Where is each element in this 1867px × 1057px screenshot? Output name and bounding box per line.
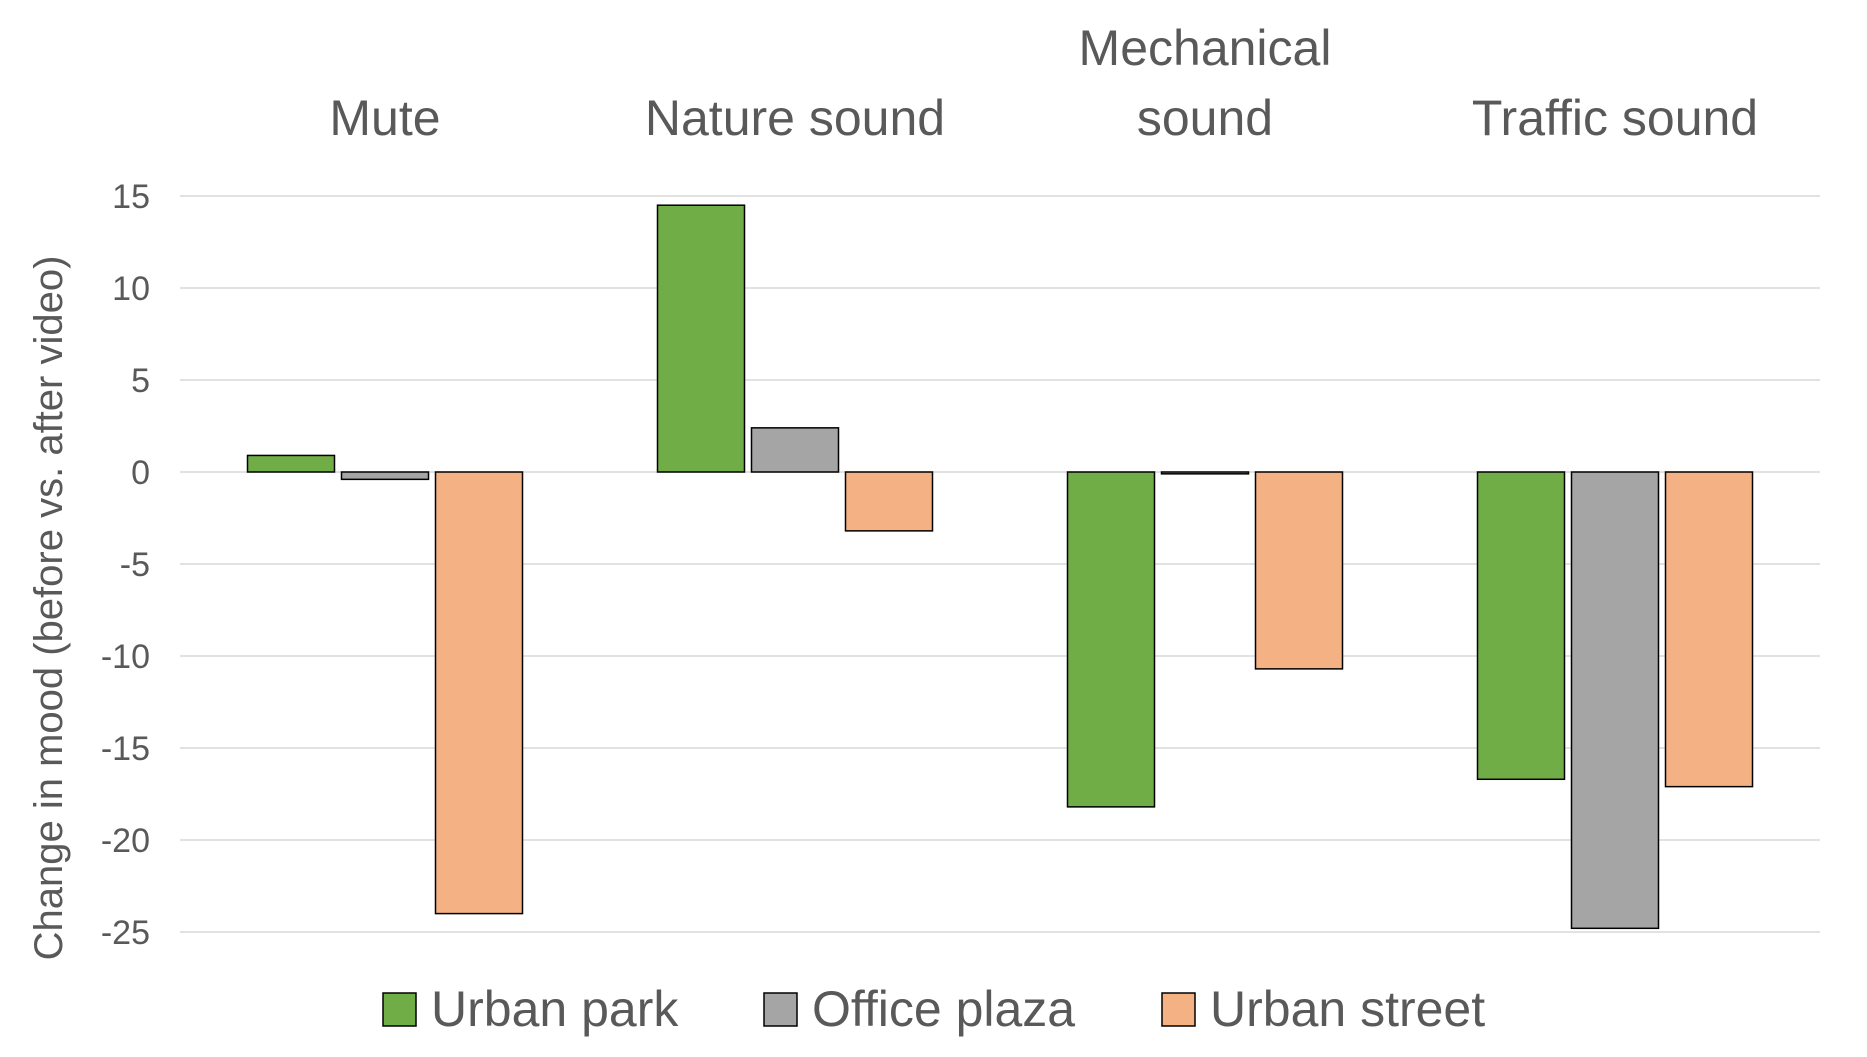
legend-label: Urban park [431, 981, 679, 1037]
bar-office-plaza [1570, 471, 1660, 930]
y-tick-label: -10 [101, 638, 150, 676]
bar-urban-park [246, 454, 336, 473]
bar-urban-street [1254, 471, 1344, 670]
bar-urban-street [1664, 471, 1754, 788]
bar-urban-street [434, 471, 524, 915]
y-tick-label: -20 [101, 822, 150, 860]
y-tick-label: -25 [101, 914, 150, 952]
category-label: Mechanical [1079, 20, 1332, 76]
bar-office-plaza [1160, 471, 1250, 475]
y-axis-title: Change in mood (before vs. after video) [27, 256, 71, 961]
y-tick-labels: 15 10 5 0 -5 -10 -15 -20 -25 [101, 178, 150, 952]
legend-swatch [763, 992, 798, 1027]
bar-urban-park [1476, 471, 1566, 781]
category-label: Nature sound [645, 90, 945, 146]
bar-office-plaza [750, 427, 840, 473]
bar-urban-street [844, 471, 934, 532]
legend-swatch [1161, 992, 1196, 1027]
y-tick-label: 0 [131, 454, 150, 492]
category-label: Traffic sound [1472, 90, 1758, 146]
category-label: sound [1137, 90, 1273, 146]
y-tick-label: -5 [120, 546, 150, 584]
legend-label: Office plaza [812, 981, 1075, 1037]
bar-urban-park [1066, 471, 1156, 808]
legend-swatch [382, 992, 417, 1027]
y-tick-label: 10 [112, 270, 150, 308]
category-label: Mute [329, 90, 440, 146]
legend: Urban park Office plaza Urban street [382, 981, 1485, 1037]
bar-office-plaza [340, 471, 430, 481]
y-tick-label: 15 [112, 178, 150, 216]
category-labels: Mute Nature sound Mechanical sound Traffic s… [329, 20, 1758, 146]
bars [246, 204, 1754, 930]
legend-label: Urban street [1210, 981, 1485, 1037]
y-tick-label: -15 [101, 730, 150, 768]
y-tick-label: 5 [131, 362, 150, 400]
bar-urban-park [656, 204, 746, 473]
